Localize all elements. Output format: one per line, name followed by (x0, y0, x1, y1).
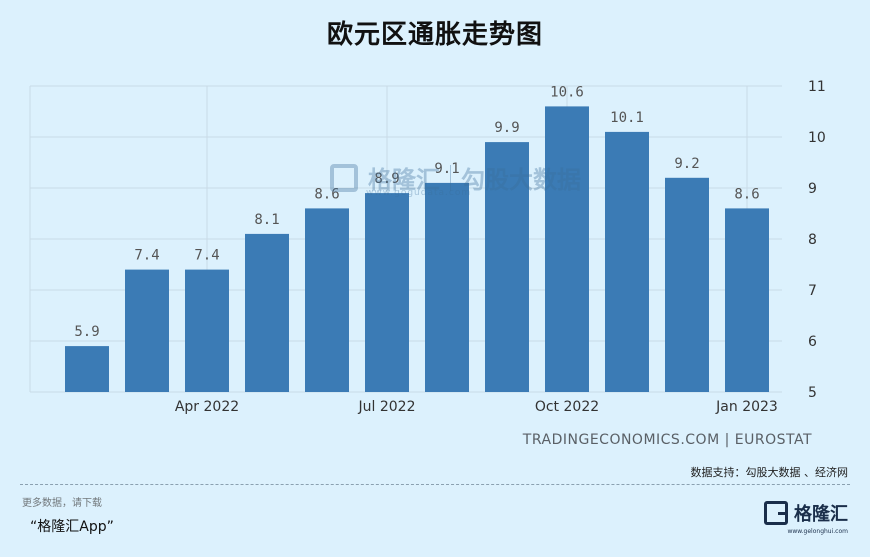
x-tick-label: Jan 2023 (715, 399, 778, 415)
y-tick-label: 10 (808, 130, 826, 146)
bar-value-label: 7.4 (194, 248, 219, 264)
bar-value-label: 8.1 (254, 212, 279, 228)
brand-logo: 格隆汇 (764, 500, 848, 526)
bar-value-label: 5.9 (74, 324, 99, 340)
x-tick-label: Jul 2022 (358, 399, 416, 415)
bar (65, 346, 109, 392)
bar-value-label: 8.6 (734, 186, 759, 202)
watermark: 格隆汇 勾股大数据 (330, 160, 581, 195)
bar-value-label: 10.1 (610, 110, 644, 126)
y-tick-label: 5 (808, 385, 817, 401)
y-tick-label: 9 (808, 181, 817, 197)
watermark-right-text: 勾股大数据 (461, 166, 581, 194)
watermark-separator (450, 164, 451, 191)
footer-divider (20, 484, 850, 485)
bar (545, 106, 589, 393)
watermark-logo-icon (330, 163, 358, 192)
brand-logo-text: 格隆汇 (794, 504, 848, 525)
y-tick-label: 6 (808, 334, 817, 350)
watermark-left-text: 格隆汇 (368, 166, 440, 194)
y-tick-label: 7 (808, 283, 817, 299)
x-tick-label: Oct 2022 (535, 399, 599, 415)
bar (725, 208, 769, 392)
bar-value-label: 9.2 (674, 156, 699, 172)
bar (185, 269, 229, 392)
bar (665, 177, 709, 392)
y-tick-label: 11 (808, 79, 826, 95)
bar (125, 269, 169, 392)
bar-value-label: 7.4 (134, 248, 159, 264)
brand-logo-url: www.gelonghui.com (787, 528, 848, 535)
source-label: TRADINGECONOMICS.COM | EUROSTAT (522, 432, 812, 448)
bar (485, 142, 529, 392)
bar-value-label: 8.9 (374, 171, 399, 187)
bar-value-label: 9.9 (494, 120, 519, 136)
bar (305, 208, 349, 392)
y-tick-label: 8 (808, 232, 817, 248)
bar-value-label: 10.6 (550, 84, 584, 100)
brand-logo-icon (764, 501, 788, 525)
bar (365, 193, 409, 392)
watermark-url: www.gogudata.com (366, 188, 472, 198)
footer-app-name: “格隆汇App” (30, 519, 114, 535)
bar-value-label: 9.1 (434, 161, 459, 177)
data-support-label: 数据支持：勾股大数据 、经济网 (690, 466, 849, 479)
chart-title: 欧元区通胀走势图 (326, 20, 543, 50)
bar (245, 233, 289, 392)
footer-note: 更多数据，请下载 (22, 498, 102, 509)
x-tick-label: Apr 2022 (175, 399, 239, 415)
bar (605, 131, 649, 392)
bar (425, 182, 469, 392)
